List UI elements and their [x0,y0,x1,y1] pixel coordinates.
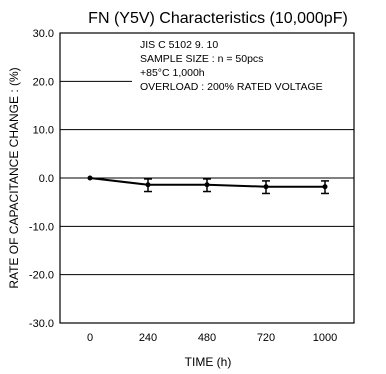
y-axis-label: RATE OF CAPACITANCE CHANGE : (%) [7,67,21,288]
y-tick-label: 20.0 [33,76,54,88]
data-point [87,175,93,181]
y-tick-label: -10.0 [29,221,54,233]
data-point [204,182,210,188]
x-axis-label: TIME (h) [185,355,232,369]
x-tick-label: 480 [198,332,216,344]
x-tick-label: 720 [257,332,275,344]
data-point [145,182,151,188]
y-tick-label: 10.0 [33,125,54,137]
y-tick-label: -20.0 [29,270,54,282]
note-line: +85°C 1,000h [140,67,205,79]
note-line: JIS C 5102 9. 10 [140,39,218,51]
chart-title: FN (Y5V) Characteristics (10,000pF) [88,10,348,27]
plot-frame [59,32,355,324]
series-group [87,175,329,195]
grid-lines [60,80,354,276]
x-tick-label: 1000 [313,332,337,344]
note-line: OVERLOAD : 200% RATED VOLTAGE [140,81,323,93]
tick-labels: 30.0 20.0 10.0 0.0 -10.0 -20.0 -30.0 0 240 480 720… [29,28,337,344]
y-tick-label: 30.0 [33,28,54,40]
notes-box: JIS C 5102 9. 10 SAMPLE SIZE : n = 50pcs +… [140,39,323,93]
note-line: SAMPLE SIZE : n = 50pcs [140,53,263,65]
data-point [263,184,269,190]
y-tick-label: 0.0 [39,173,54,185]
x-tick-label: 240 [139,332,157,344]
y-tick-label: -30.0 [29,318,54,330]
x-tick-label: 0 [87,332,93,344]
data-point [322,184,328,190]
